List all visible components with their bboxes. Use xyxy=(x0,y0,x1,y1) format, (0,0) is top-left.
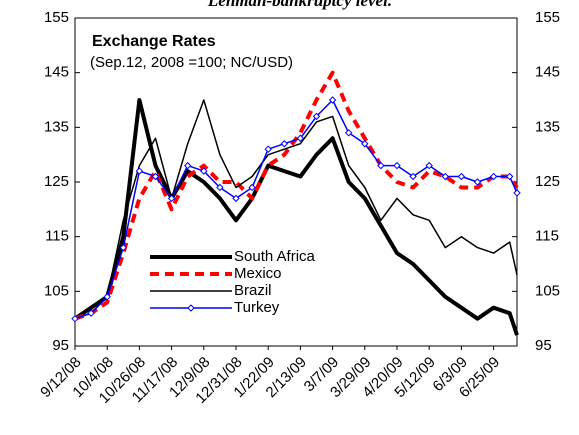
annotation: (Sep.12, 2008 =100; NC/USD) xyxy=(90,54,293,71)
series-line xyxy=(73,98,519,336)
legend-label: Turkey xyxy=(234,299,280,316)
y-tick-label: 125 xyxy=(44,173,69,190)
series-line xyxy=(74,99,518,320)
series-marker xyxy=(312,112,321,121)
series-marker xyxy=(103,293,111,301)
annotation: Exchange Rates xyxy=(92,33,216,50)
y2-tick-label: 155 xyxy=(535,9,560,26)
series-marker xyxy=(513,189,521,197)
y-tick-label: 95 xyxy=(52,337,69,354)
series-marker xyxy=(280,140,288,148)
series-marker xyxy=(296,134,305,142)
series-marker xyxy=(151,172,160,181)
series-marker xyxy=(216,183,224,192)
legend-label: Mexico xyxy=(234,265,282,282)
series-marker xyxy=(505,172,514,181)
y2-tick-label: 105 xyxy=(535,282,560,299)
series-marker xyxy=(393,161,401,170)
y-tick-label: 105 xyxy=(44,282,69,299)
series-marker xyxy=(200,167,208,175)
legend-label: South Africa xyxy=(234,248,316,265)
series-marker xyxy=(425,161,433,170)
series-marker xyxy=(457,172,466,181)
series-marker xyxy=(87,309,95,317)
series-marker xyxy=(441,172,449,181)
series-marker xyxy=(361,140,369,148)
y2-tick-label: 135 xyxy=(535,118,560,135)
chart-title: Lehman-bankruptcy level. xyxy=(207,0,392,10)
series-marker xyxy=(344,129,353,137)
series-marker xyxy=(377,161,385,170)
y2-tick-label: 95 xyxy=(535,337,552,354)
y-tick-label: 115 xyxy=(45,228,69,245)
y2-tick-label: 115 xyxy=(535,228,559,245)
legend-marker xyxy=(187,304,195,312)
legend-label: Brazil xyxy=(234,282,272,299)
series-marker xyxy=(232,194,240,203)
series-marker xyxy=(409,172,417,181)
series-marker xyxy=(167,194,176,203)
series-line xyxy=(74,70,519,321)
series-marker xyxy=(71,314,79,323)
series-marker xyxy=(489,172,498,181)
series-marker xyxy=(473,178,482,186)
series-marker xyxy=(328,96,337,104)
series-marker xyxy=(264,145,272,153)
y-tick-label: 135 xyxy=(44,118,69,135)
y2-tick-label: 145 xyxy=(535,64,560,81)
y-tick-label: 145 xyxy=(44,64,69,81)
y2-tick-label: 125 xyxy=(535,173,560,190)
series-marker xyxy=(135,167,144,175)
series-marker xyxy=(248,183,256,192)
y-tick-label: 155 xyxy=(44,9,69,26)
series-line xyxy=(74,99,518,320)
series-marker xyxy=(119,243,128,252)
series-marker xyxy=(183,161,192,170)
